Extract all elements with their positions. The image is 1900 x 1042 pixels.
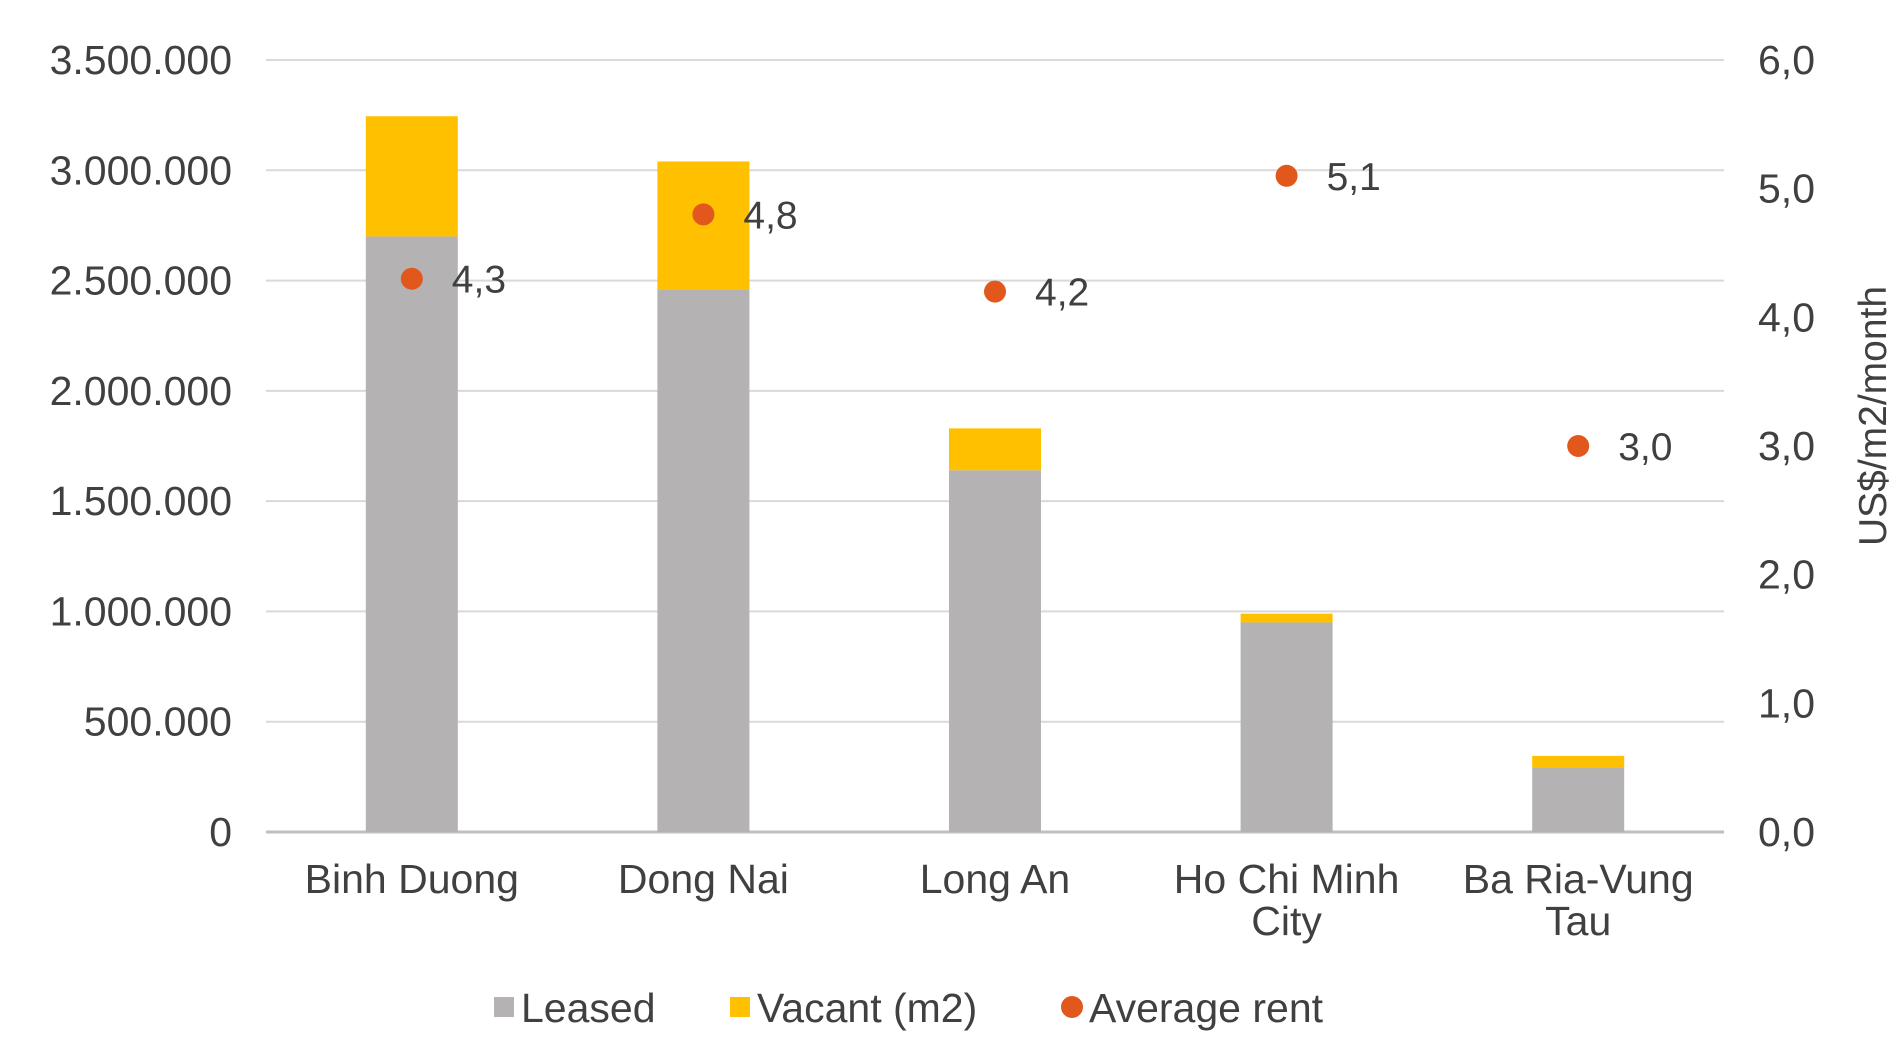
y-right-tick-label: 3,0 xyxy=(1758,423,1815,469)
y-right-tick-label: 6,0 xyxy=(1758,37,1815,83)
rent-point xyxy=(1275,164,1298,187)
y-left-tick-label: 2.000.000 xyxy=(50,368,232,414)
y-right-tick-label: 0,0 xyxy=(1758,809,1815,855)
rent-data-label: 4,3 xyxy=(452,259,506,302)
y-left-tick-label: 500.000 xyxy=(84,699,232,745)
y-left-tick-label: 1.000.000 xyxy=(50,588,232,634)
legend-swatch xyxy=(730,997,750,1017)
rent-point xyxy=(984,280,1006,303)
y-right-tick-label: 5,0 xyxy=(1758,166,1815,212)
bar-leased xyxy=(657,289,750,832)
bar-vacant xyxy=(949,428,1041,471)
bar-vacant xyxy=(1240,613,1333,623)
legend-swatch xyxy=(1061,996,1083,1018)
x-category-label: Dong Nai xyxy=(618,856,789,902)
x-category-label: Tau xyxy=(1545,898,1611,944)
rent-data-label: 3,0 xyxy=(1618,426,1672,469)
bar-leased xyxy=(365,236,458,832)
y-left-tick-label: 3.500.000 xyxy=(50,37,232,83)
legend: Leased Vacant (m2) Average rent xyxy=(494,985,1324,1031)
bar-vacant xyxy=(365,116,458,237)
x-category-label: Ho Chi Minh xyxy=(1174,856,1400,902)
bar-vacant xyxy=(657,161,750,290)
bars xyxy=(365,116,1625,832)
x-category-label: Ba Ria-Vung xyxy=(1463,856,1694,902)
y-right-tick-label: 1,0 xyxy=(1758,680,1815,726)
y-left-tick-label: 1.500.000 xyxy=(50,478,232,524)
rent-points: 4,3 4,8 4,2 5,1 3,0 xyxy=(400,156,1672,469)
x-category-label: Long An xyxy=(920,856,1071,902)
rent-data-label: 4,8 xyxy=(743,194,797,237)
rent-point xyxy=(692,203,715,226)
y-left-tick-label: 2.500.000 xyxy=(50,258,232,304)
legend-label: Average rent xyxy=(1089,985,1324,1031)
x-category-label: City xyxy=(1251,898,1322,944)
bar-leased xyxy=(1532,768,1625,832)
rent-point xyxy=(400,267,423,290)
y-right-tick-label: 2,0 xyxy=(1758,552,1815,598)
rent-data-label: 5,1 xyxy=(1327,156,1381,199)
y-right-tick-label: 4,0 xyxy=(1758,294,1815,340)
bar-leased xyxy=(949,470,1041,832)
bar-vacant xyxy=(1532,755,1625,769)
y-right-axis-title: US$/m2/month xyxy=(1852,286,1895,546)
legend-swatch xyxy=(494,997,514,1017)
x-category-label: Binh Duong xyxy=(305,856,519,902)
gridlines xyxy=(266,59,1724,834)
y-left-tick-label: 3.000.000 xyxy=(50,147,232,193)
rent-data-label: 4,2 xyxy=(1035,272,1089,315)
y-left-tick-label: 0 xyxy=(209,809,232,855)
bar-leased xyxy=(1240,622,1333,832)
rent-point xyxy=(1567,435,1590,457)
legend-label: Leased xyxy=(521,985,656,1031)
legend-label: Vacant (m2) xyxy=(757,985,977,1031)
axes: 0 500.000 1.000.000 1.500.000 2.000.000 2.500… xyxy=(50,37,1895,944)
